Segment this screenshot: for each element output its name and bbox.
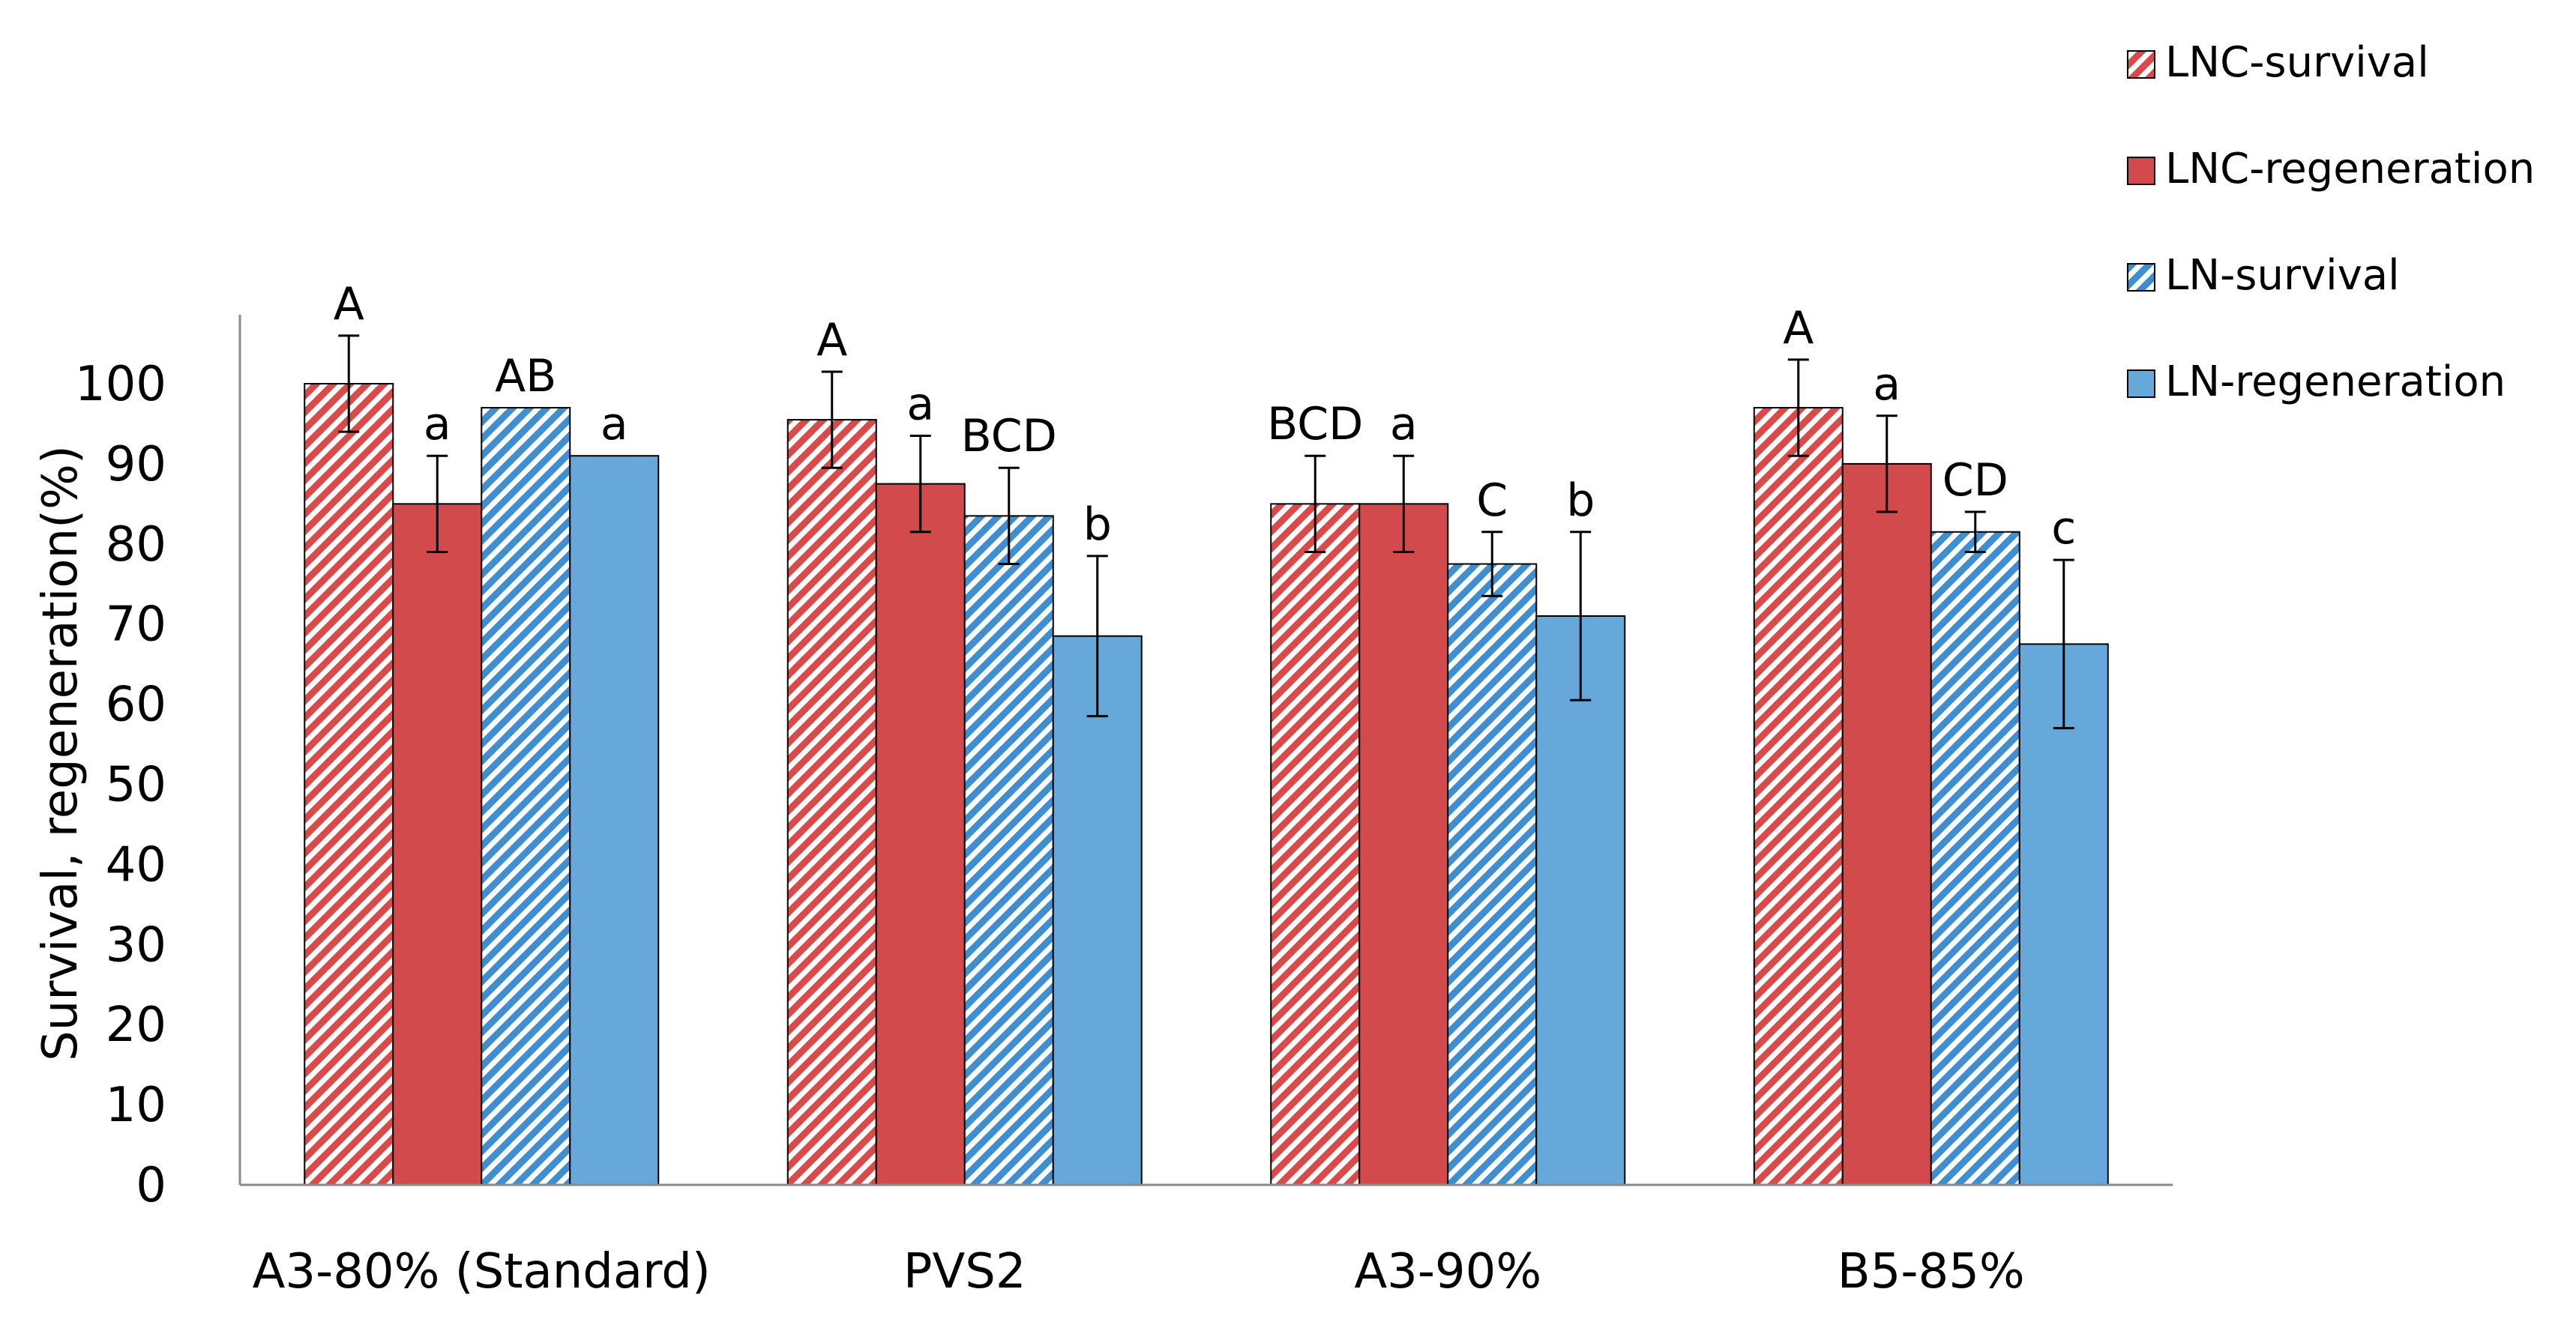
y-tick-label-0: 0: [136, 1158, 166, 1213]
x-tick-label-4: B5-85%: [1838, 1244, 2025, 1300]
error-bar-ln-regeneration-2: [1086, 555, 1108, 718]
y-tick-label-40: 40: [106, 837, 166, 893]
error-bar-lnc-regeneration-3: [1393, 454, 1415, 553]
bar-ln-regeneration-3: [1535, 615, 1626, 1186]
error-bar-lnc-regeneration-2: [909, 434, 931, 534]
y-tick-label-100: 100: [75, 357, 166, 412]
bar-ln-regeneration-2: [1052, 635, 1143, 1186]
error-bar-lnc-survival-4: [1787, 358, 1809, 457]
legend-label-ln-survival: LN-survival: [2165, 251, 2400, 300]
legend-swatch-lnc-survival: [2127, 50, 2155, 79]
error-bar-ln-survival-3: [1481, 531, 1503, 597]
error-bar-lnc-survival-3: [1304, 454, 1326, 553]
bar-lnc-regeneration-1: [392, 503, 483, 1186]
y-tick-label-60: 60: [106, 677, 166, 733]
error-bar-ln-regeneration-4: [2053, 558, 2074, 730]
significance-label-ln-regeneration-2: b: [1083, 498, 1112, 551]
bar-lnc-survival-3: [1270, 503, 1361, 1186]
significance-label-ln-survival-1: AB: [495, 350, 556, 402]
legend-item-ln-survival: LN-survival: [2127, 251, 2400, 300]
x-tick-labels: A3-80% (Standard) PVS2 A3-90% B5-85%: [253, 1244, 2025, 1300]
error-bar-lnc-regeneration-4: [1876, 414, 1898, 513]
y-tick-label-90: 90: [106, 437, 166, 492]
x-tick-label-1: A3-80% (Standard): [253, 1244, 711, 1300]
bar-ln-survival-2: [963, 515, 1054, 1186]
y-tick-label-20: 20: [106, 997, 166, 1053]
axes: [238, 315, 2173, 1186]
bar-ln-survival-4: [1930, 531, 2020, 1186]
legend-label-lnc-survival: LNC-survival: [2165, 38, 2429, 87]
legend-swatch-ln-survival: [2127, 263, 2155, 292]
bar-lnc-regeneration-3: [1358, 503, 1449, 1186]
error-bar-lnc-regeneration-1: [427, 454, 448, 553]
bar-lnc-survival-4: [1753, 407, 1844, 1186]
legend-item-lnc-survival: LNC-survival: [2127, 38, 2429, 87]
error-bar-ln-survival-4: [1964, 510, 1986, 553]
significance-label-ln-regeneration-1: a: [601, 398, 628, 450]
legend: LNC-survival LNC-regeneration LN-survival L…: [2127, 38, 2535, 406]
significance-label-ln-survival-2: BCD: [961, 410, 1057, 462]
significance-label-lnc-regeneration-4: a: [1873, 358, 1901, 411]
significance-label-ln-survival-3: C: [1476, 474, 1508, 527]
bar-lnc-regeneration-4: [1841, 462, 1932, 1186]
legend-item-ln-regeneration: LN-regeneration: [2127, 357, 2506, 406]
significance-label-lnc-regeneration-1: a: [424, 398, 451, 450]
y-tick-label-10: 10: [106, 1078, 166, 1133]
legend-label-ln-regeneration: LN-regeneration: [2165, 357, 2506, 406]
significance-label-lnc-survival-2: A: [816, 314, 847, 366]
significance-label-lnc-survival-3: BCD: [1267, 398, 1363, 450]
x-tick-label-3: A3-90%: [1354, 1244, 1541, 1300]
error-bar-lnc-survival-2: [821, 370, 843, 469]
bar-ln-regeneration-4: [2018, 643, 2109, 1186]
legend-item-lnc-regeneration: LNC-regeneration: [2127, 145, 2535, 193]
error-bar-ln-survival-2: [998, 466, 1020, 566]
x-tick-label-2: PVS2: [903, 1244, 1026, 1300]
error-bar-ln-regeneration-3: [1570, 531, 1592, 701]
y-tick-label-80: 80: [106, 517, 166, 573]
significance-label-ln-survival-4: CD: [1942, 454, 2008, 507]
bar-lnc-survival-1: [304, 383, 394, 1186]
y-tick-label-50: 50: [106, 758, 166, 813]
y-tick-label-30: 30: [106, 917, 166, 973]
significance-label-ln-regeneration-3: b: [1566, 474, 1595, 527]
bar-ln-survival-3: [1447, 563, 1538, 1186]
significance-label-lnc-regeneration-2: a: [906, 378, 934, 430]
y-axis-label: Survival, regeneration(%): [33, 445, 88, 1061]
bar-lnc-survival-2: [786, 419, 877, 1186]
significance-label-lnc-survival-1: A: [334, 278, 364, 331]
y-tick-label-70: 70: [106, 597, 166, 653]
legend-label-lnc-regeneration: LNC-regeneration: [2165, 145, 2535, 193]
bars-layer: [304, 383, 2109, 1186]
error-bar-lnc-survival-1: [338, 334, 360, 433]
error-bars-layer: [338, 334, 2074, 730]
significance-label-lnc-regeneration-3: a: [1390, 398, 1418, 450]
significance-labels-layer: A A BCD Aa a a a AB BCD C CD a b b c: [334, 278, 2077, 555]
legend-swatch-lnc-regeneration: [2127, 157, 2155, 185]
significance-label-lnc-survival-4: A: [1783, 302, 1814, 354]
significance-label-ln-regeneration-4: c: [2051, 502, 2076, 555]
y-tick-labels: 0 10 20 30 40 50 60 70 80 90 100: [75, 357, 166, 1213]
bar-ln-survival-1: [481, 407, 571, 1186]
bar-ln-regeneration-1: [569, 455, 660, 1186]
legend-swatch-ln-regeneration: [2127, 369, 2155, 398]
bar-lnc-regeneration-2: [875, 483, 966, 1186]
